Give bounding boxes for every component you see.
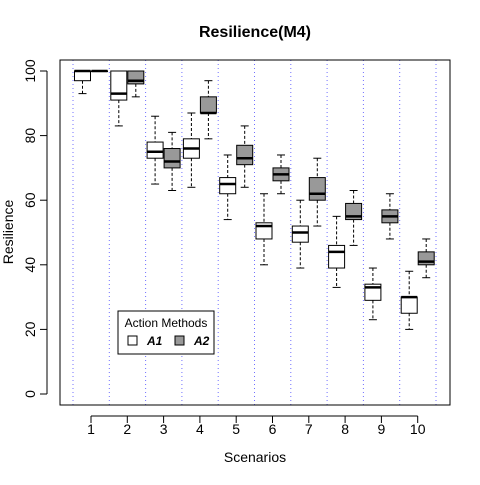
box-a1-scenario-10 (401, 297, 417, 313)
y-tick-label: 60 (22, 192, 38, 208)
legend-title: Action Methods (125, 316, 208, 330)
box-a2-scenario-10 (418, 252, 434, 265)
x-tick-label: 1 (87, 421, 95, 437)
legend-swatch-a2 (175, 336, 184, 345)
legend-swatch-a1 (128, 336, 137, 345)
y-tick-label: 20 (22, 321, 38, 337)
x-tick-label: 9 (378, 421, 386, 437)
box-a2-scenario-2 (128, 71, 144, 84)
box-a1-scenario-8 (329, 245, 345, 268)
box-a1-scenario-2 (111, 71, 127, 100)
x-tick-label: 5 (232, 421, 240, 437)
legend: Action Methods A1 A2 (118, 311, 214, 354)
x-tick-label: 10 (410, 421, 426, 437)
x-tick-label: 8 (341, 421, 349, 437)
y-tick-label: 100 (22, 59, 38, 83)
y-tick-label: 0 (22, 390, 38, 398)
y-axis-label: Resilience (0, 199, 16, 264)
x-tick-label: 3 (160, 421, 168, 437)
x-tick-label: 7 (305, 421, 313, 437)
x-tick-label: 2 (123, 421, 131, 437)
y-tick-label: 40 (22, 257, 38, 273)
box-a2-scenario-3 (164, 149, 180, 168)
legend-label-a1: A1 (146, 334, 163, 348)
x-tick-label: 4 (196, 421, 204, 437)
chart-title: Resilience(M4) (199, 24, 311, 41)
box-a2-scenario-5 (237, 145, 253, 164)
axes-layer: 0 20 40 60 80 100 1 2 3 4 5 6 7 8 9 10 (22, 59, 426, 437)
box-a2-scenario-7 (309, 178, 325, 201)
legend-label-a2: A2 (193, 334, 210, 348)
box-a1-scenario-7 (292, 226, 308, 242)
x-tick-label: 6 (269, 421, 277, 437)
y-tick-label: 80 (22, 128, 38, 144)
box-a1-scenario-5 (220, 178, 236, 194)
box-a1-scenario-1 (75, 71, 91, 81)
box-a2-scenario-4 (200, 97, 216, 113)
box-a1-scenario-3 (147, 142, 163, 158)
x-axis-label: Scenarios (224, 449, 286, 465)
